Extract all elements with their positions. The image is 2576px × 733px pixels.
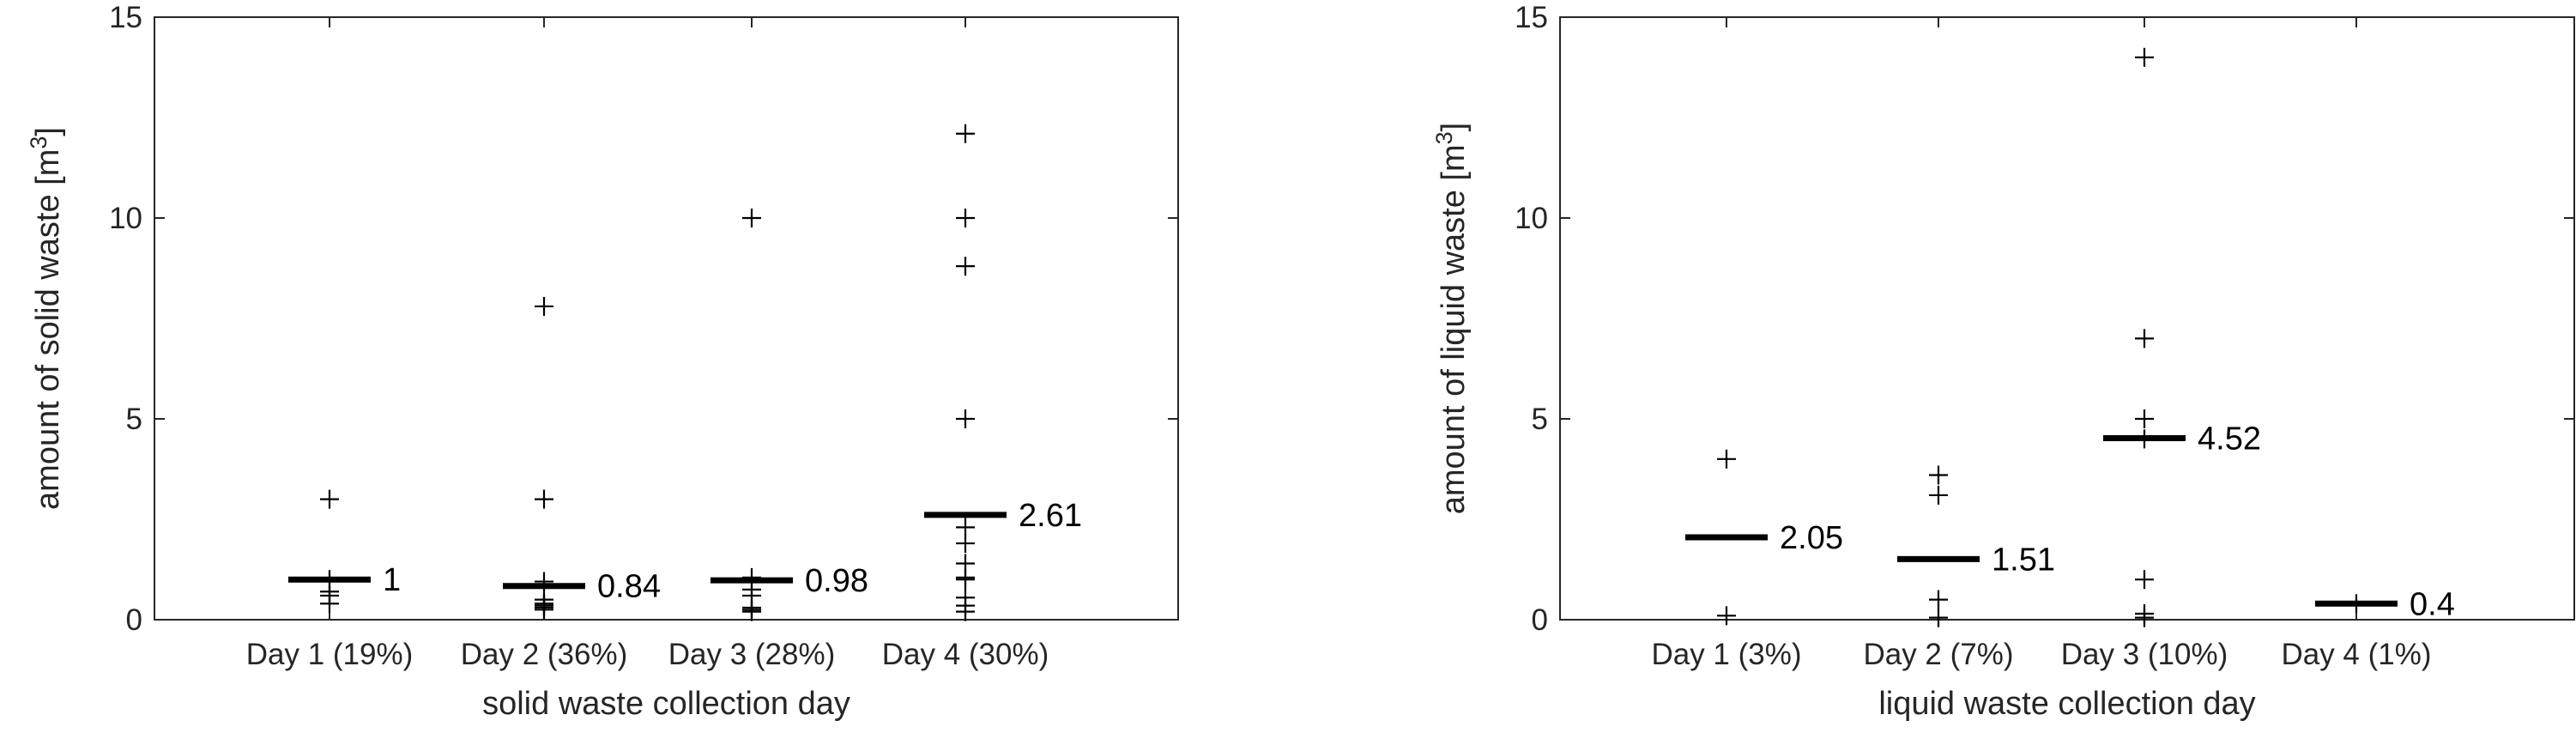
mean-label: 0.4: [2410, 586, 2455, 622]
data-point: [956, 257, 975, 276]
x-tick-label: Day 3 (10%): [2061, 638, 2228, 671]
data-point: [2135, 608, 2154, 627]
x-tick-label: Day 3 (28%): [668, 638, 836, 671]
x-tick-label: Day 2 (36%): [461, 638, 628, 671]
data-point: [320, 489, 339, 509]
y-tick-label: 5: [1532, 403, 1548, 436]
data-point: [2135, 570, 2154, 590]
y-tick-label: 5: [126, 403, 142, 436]
data-point: [956, 124, 975, 143]
data-point: [2135, 409, 2154, 428]
data-point: [956, 209, 975, 227]
mean-label: 0.84: [597, 569, 661, 605]
mean-label: 4.52: [2198, 421, 2261, 457]
data-point: [956, 518, 975, 537]
mean-label: 1.51: [1992, 542, 2055, 578]
data-point: [1929, 608, 1948, 627]
data-point: [1929, 590, 1948, 609]
x-axis-label: liquid waste collection day: [1878, 686, 2255, 722]
plot-frame: [1559, 16, 2575, 621]
x-axis-label: solid waste collection day: [482, 686, 850, 722]
y-tick-label: 10: [1515, 202, 1548, 235]
y-axis-label: amount of solid waste [m3]: [26, 127, 66, 510]
x-tick-label: Day 4 (1%): [2281, 638, 2431, 671]
solid-waste-chart: 0 5 10 15 Day 1 (19%) Day 2 (36%) Day 3 (28%) D…: [26, 1, 1179, 722]
data-point: [742, 209, 761, 227]
y-tick-label: 10: [109, 202, 142, 235]
mean-label: 1: [383, 562, 401, 598]
x-tick-label: Day 1 (19%): [246, 638, 414, 671]
plot-frame: [154, 16, 1179, 621]
y-axis-label: amount of liquid waste [m3]: [1431, 123, 1472, 514]
data-point: [2135, 47, 2154, 67]
y-tick-label: 0: [1532, 603, 1548, 637]
data-point: [535, 296, 553, 316]
mean-label: 2.05: [1780, 520, 1843, 556]
data-point: [956, 409, 975, 428]
mean-label: 2.61: [1019, 498, 1082, 534]
data-point: [956, 570, 975, 590]
liquid-waste-chart: 0 5 10 15 Day 1 (3%) Day 2 (7%) Day 3 (10%) Day…: [1431, 1, 2575, 722]
data-point: [320, 594, 339, 614]
data-point: [956, 534, 975, 554]
x-tick-label: Day 4 (30%): [882, 638, 1049, 671]
data-point: [956, 602, 975, 621]
data-point: [1929, 465, 1948, 485]
data-point: [535, 600, 553, 620]
data-point: [1929, 485, 1948, 505]
y-tick-label: 0: [126, 603, 142, 637]
data-point: [535, 489, 553, 509]
data-point: [1717, 449, 1736, 469]
y-tick-label: 15: [109, 1, 142, 34]
data-point: [742, 602, 761, 621]
x-tick-label: Day 1 (3%): [1651, 638, 1801, 671]
y-tick-label: 15: [1515, 1, 1548, 34]
data-point: [2135, 329, 2154, 348]
data-point: [1717, 606, 1736, 626]
x-tick-label: Day 2 (7%): [1863, 638, 2013, 671]
mean-label: 0.98: [805, 563, 868, 599]
